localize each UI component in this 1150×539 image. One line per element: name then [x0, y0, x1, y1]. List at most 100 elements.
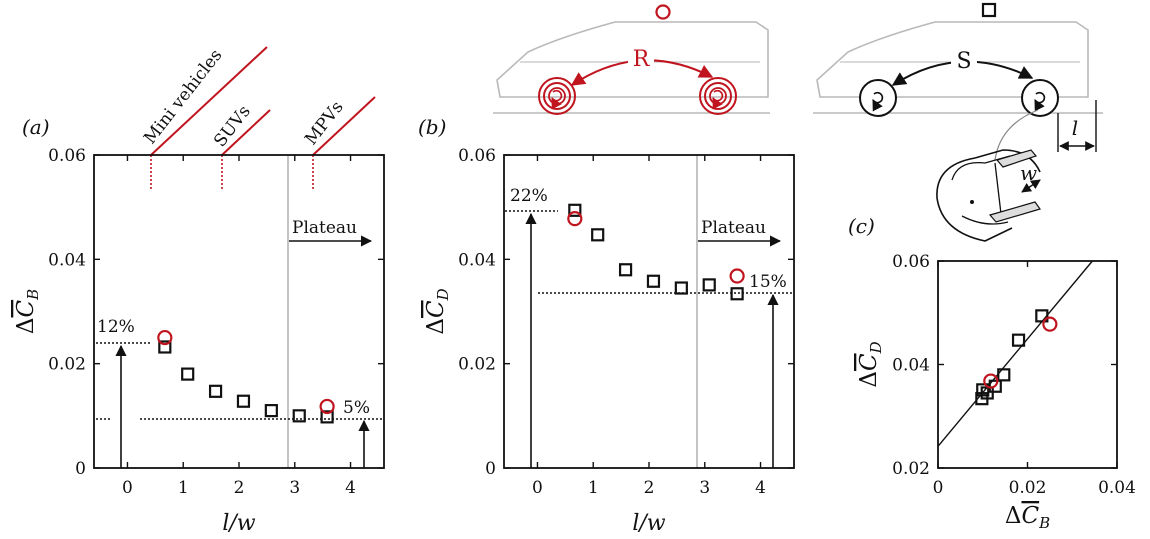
data-point-stationary [292, 409, 306, 423]
y-tick-label: 0.02 [48, 355, 86, 375]
x-tick-label: 0 [122, 478, 133, 498]
data-point-stationary [181, 367, 195, 381]
x-tick-label: 0.02 [1009, 478, 1047, 498]
panel-a: (a) 12% 5% Plateau [22, 115, 383, 468]
rear-wheel-rotating [699, 77, 737, 115]
data-point-stationary [646, 274, 661, 288]
stationary-legend-marker [981, 2, 997, 18]
y-axis-label: ΔCB [13, 289, 42, 334]
category-mpvs: MPVs [301, 96, 376, 190]
category-mini-vehicles-diagonal [150, 46, 268, 156]
x-tick-label: 3 [699, 478, 710, 498]
data-point-rotating [729, 268, 745, 284]
panel-c-axes-frame [937, 260, 1118, 469]
panel-a-plot: 0 1 2 3 4 0 0.02 0.04 0.06 l/w ΔCB [13, 146, 385, 536]
data-point-rotating [319, 398, 335, 415]
y-tick-label: 0.06 [892, 252, 930, 272]
x-tick-label: 4 [755, 478, 766, 498]
x-tick-label: 0 [933, 478, 944, 498]
data-point-stationary [1035, 309, 1049, 323]
data-point-stationary [702, 278, 716, 292]
category-suvs: SUVs [210, 102, 271, 190]
data-point-rotating [157, 329, 173, 346]
panel-a-upper-percent: 12% [97, 317, 135, 337]
data-point-stationary [988, 379, 1002, 393]
panel-c-fit-line [937, 260, 1093, 447]
car-with-stationary-wheels-icon: S l [813, 2, 1103, 161]
front-wheel-rotating [538, 77, 576, 115]
wheel-cross-section-icon: w [936, 149, 1041, 242]
y-tick-label: 0 [485, 459, 496, 479]
panel-b-label: (b) [418, 115, 446, 139]
data-point-rotating [1042, 316, 1058, 332]
y-tick-label: 0.04 [458, 250, 496, 270]
data-point-stationary [997, 368, 1011, 382]
panel-c-label: (c) [848, 214, 875, 238]
data-point-stationary [730, 287, 744, 301]
panel-b-upper-percent: 22% [510, 186, 548, 206]
panel-b: (b) 22% 15% Plateau [418, 115, 792, 468]
x-tick-label: 0 [532, 478, 543, 498]
panel-b-plateau-label: Plateau [701, 218, 766, 238]
data-point-stationary [208, 384, 223, 398]
x-tick-label: 2 [234, 478, 245, 498]
x-axis-label: ΔCB [1005, 503, 1050, 532]
x-tick-label: 4 [345, 478, 356, 498]
wheel-callout-line [994, 109, 1039, 161]
data-point-stationary [158, 340, 172, 354]
category-suvs-label: SUVs [210, 102, 255, 151]
x-tick-label: 1 [588, 478, 599, 498]
car-with-rotating-wheels-icon: R [493, 4, 770, 115]
x-axis-label: l/w [632, 511, 665, 536]
category-suvs-diagonal [221, 109, 271, 156]
panel-a-axes-frame [93, 154, 385, 469]
y-tick-label: 0 [75, 459, 86, 479]
width-dim-arrow [1021, 179, 1041, 193]
x-tick-label: 2 [644, 478, 655, 498]
y-tick-label: 0.04 [48, 250, 86, 270]
panel-a-plateau-label: Plateau [292, 218, 357, 238]
data-point-stationary [975, 392, 989, 406]
rotating-legend-marker [655, 4, 671, 20]
y-tick-label: 0.06 [458, 146, 496, 166]
y-tick-label: 0.06 [48, 146, 86, 166]
x-tick-label: 0.04 [1098, 478, 1136, 498]
panel-a-annotations: 12% 5% Plateau [96, 155, 383, 468]
x-tick-label: 1 [178, 478, 189, 498]
y-tick-label: 0.02 [458, 355, 496, 375]
y-tick-label: 0.04 [892, 356, 930, 376]
data-point-stationary [568, 203, 582, 217]
x-axis-label: l/w [222, 511, 255, 536]
panel-b-lower-percent: 15% [749, 272, 787, 292]
rotating-label: R [633, 47, 651, 72]
y-axis-label: ΔCD [856, 341, 885, 387]
stationary-label: S [956, 49, 971, 74]
vehicle-category-labels: Mini vehicles SUVs MPVs [140, 46, 376, 190]
y-axis-label: ΔCD [423, 288, 452, 334]
panel-a-lower-percent: 5% [343, 398, 370, 418]
rear-wheel-stationary [1021, 79, 1059, 117]
length-label: l [1072, 116, 1078, 140]
panel-c: (c) [848, 214, 875, 238]
panel-b-plot: 0 1 2 3 4 0 0.02 0.04 0.06 l/w ΔCD [423, 146, 795, 536]
front-wheel-stationary [859, 79, 897, 117]
data-point-rotating [983, 373, 999, 389]
panel-a-label: (a) [22, 115, 50, 139]
data-point-stationary [1011, 333, 1026, 347]
data-point-stationary [320, 410, 334, 424]
car-body-outline-s [816, 21, 1089, 98]
width-label: w [1020, 161, 1037, 185]
data-point-stationary [976, 383, 990, 397]
data-point-stationary [618, 263, 633, 277]
data-point-stationary [591, 228, 605, 242]
category-mpvs-label: MPVs [301, 97, 347, 149]
data-point-stationary [264, 404, 278, 418]
data-point-rotating [567, 211, 583, 227]
y-tick-label: 0.02 [892, 459, 930, 479]
data-point-stationary [236, 394, 251, 408]
car-body-outline [496, 21, 769, 98]
x-tick-label: 3 [289, 478, 300, 498]
